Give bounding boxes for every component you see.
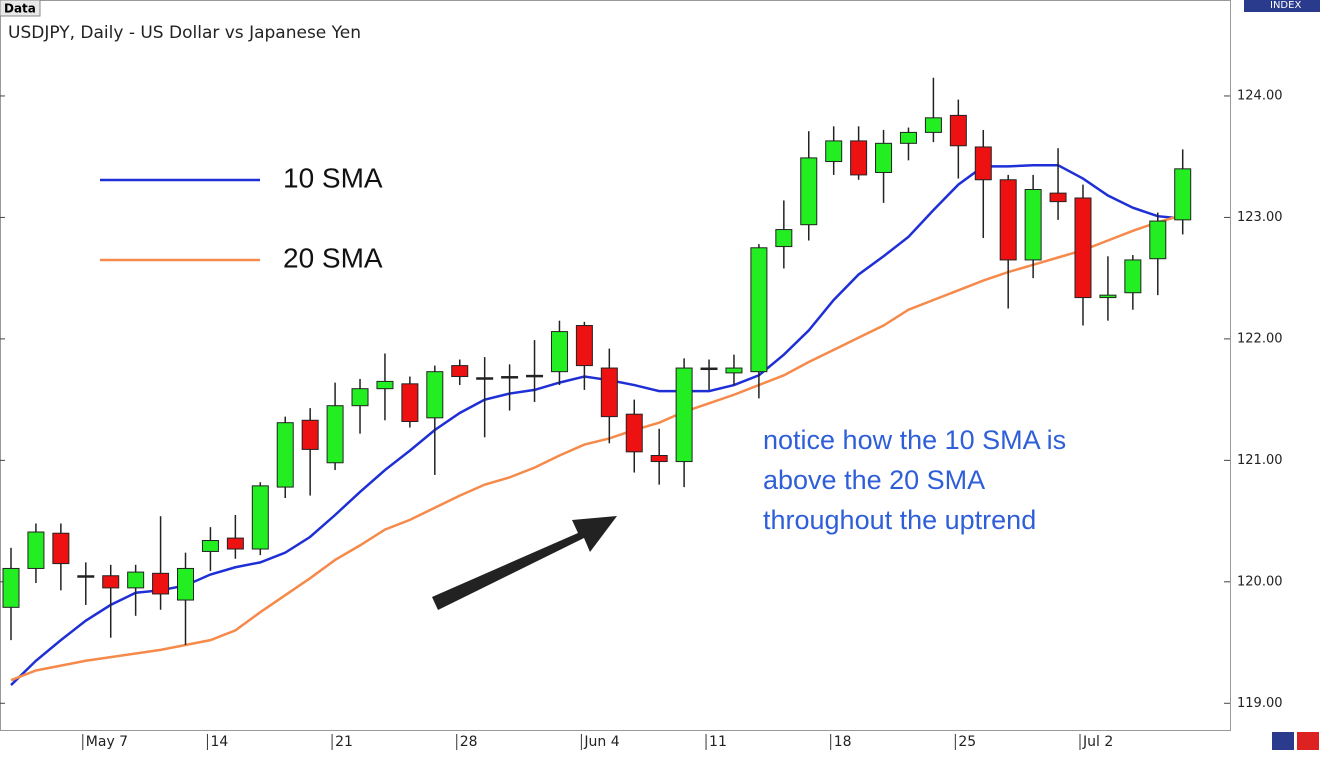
candle-body — [1099, 294, 1117, 299]
candle-body — [899, 131, 917, 144]
candle-body — [376, 380, 394, 390]
candle-body — [675, 367, 693, 463]
x-tick-label: 28 — [460, 734, 478, 750]
candle-body — [775, 229, 793, 248]
candle-body — [800, 157, 818, 226]
candle-body — [52, 532, 70, 565]
legend-label: 10 SMA — [283, 162, 383, 193]
y-tick-label: 120.00 — [1237, 574, 1283, 589]
sma-line — [10, 213, 1184, 682]
candle-body — [1174, 168, 1192, 221]
candle-body — [650, 454, 668, 463]
candle-body — [875, 142, 893, 173]
index-tab-label: INDEX — [1270, 0, 1301, 11]
x-tick-label: May 7 — [86, 734, 128, 750]
candle-body — [226, 537, 244, 550]
candle-body — [974, 146, 992, 181]
legend-label: 20 SMA — [283, 242, 383, 273]
y-tick-label: 122.00 — [1237, 331, 1283, 346]
candle-body — [526, 374, 544, 378]
x-tick-label: 21 — [335, 734, 353, 750]
y-tick-label: 121.00 — [1237, 453, 1283, 468]
y-tick-label: 123.00 — [1237, 210, 1283, 225]
candle-body — [177, 567, 195, 601]
candle-body — [251, 485, 269, 550]
chart-title: USDJPY, Daily - US Dollar vs Japanese Ye… — [8, 23, 361, 43]
candle-body — [276, 422, 294, 488]
zoom-button[interactable] — [1272, 732, 1294, 750]
candle-body — [924, 117, 942, 133]
candle-body — [750, 247, 768, 373]
candle-body — [1124, 259, 1142, 294]
candle-body — [426, 371, 444, 419]
candle-body — [700, 367, 718, 371]
trend-arrow — [432, 516, 617, 610]
candle-body — [401, 383, 419, 422]
candle-body — [550, 331, 568, 373]
plot-frame — [0, 0, 1231, 731]
annotation: throughout the uptrend — [763, 505, 1036, 535]
candle-body — [127, 571, 145, 589]
candle-body — [301, 419, 319, 450]
annotation: above the 20 SMA — [763, 465, 985, 495]
candle-body — [850, 140, 868, 176]
x-tick-label: 14 — [210, 734, 228, 750]
x-tick-label: Jun 4 — [583, 734, 619, 750]
data-tab[interactable] — [0, 0, 41, 17]
candle-body — [27, 531, 45, 569]
candle-body — [2, 567, 20, 608]
candle-body — [600, 367, 618, 418]
x-tick-label: 11 — [709, 734, 727, 750]
candle-body — [201, 540, 219, 552]
candle-body — [1024, 188, 1042, 261]
y-tick-label: 124.00 — [1237, 88, 1283, 103]
candle-body — [625, 413, 643, 453]
data-tab-label: Data — [4, 2, 36, 16]
candle-body — [476, 377, 494, 380]
candle-body — [152, 572, 170, 595]
y-tick-label: 119.00 — [1237, 696, 1283, 711]
candle-body — [326, 405, 344, 464]
candle-body — [451, 365, 469, 378]
candle-body — [949, 114, 967, 147]
index-tab[interactable] — [1244, 0, 1320, 12]
candle-body — [1149, 220, 1167, 260]
candle-body — [351, 388, 369, 407]
x-tick-label: 25 — [958, 734, 976, 750]
candle-body — [575, 325, 593, 367]
candle-body — [1074, 197, 1092, 299]
candle-body — [825, 140, 843, 163]
x-tick-label: Jul 2 — [1082, 734, 1113, 750]
candle-body — [725, 367, 743, 374]
x-tick-label: 18 — [834, 734, 852, 750]
candle-body — [77, 575, 95, 578]
candle-body — [501, 376, 519, 379]
candle-body — [102, 575, 120, 589]
candle-body — [999, 179, 1017, 261]
close-button[interactable] — [1297, 732, 1319, 750]
annotation: notice how the 10 SMA is — [763, 425, 1066, 455]
candle-body — [1049, 192, 1067, 203]
